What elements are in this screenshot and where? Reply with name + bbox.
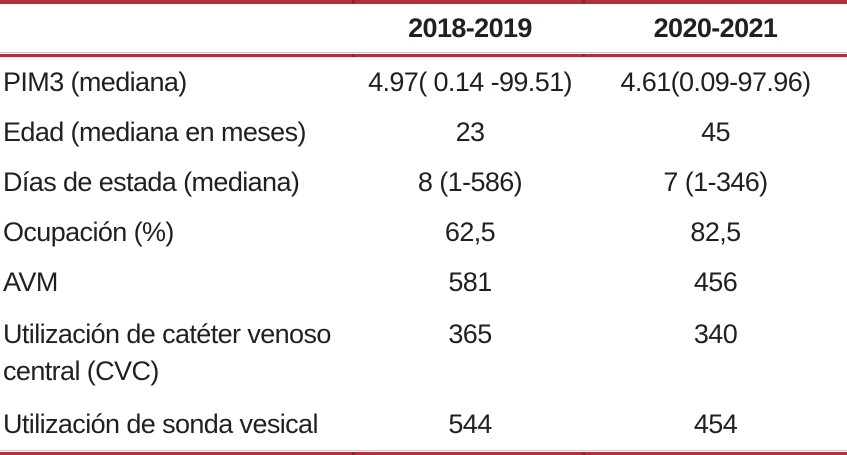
column-boundary-tick xyxy=(582,0,585,4)
row-label: PIM3 (mediana) xyxy=(3,66,187,97)
row-value-2020-2021: 454 xyxy=(693,408,738,439)
row-value-2018-2019: 581 xyxy=(448,266,492,297)
row-value-2020-2021: 82,5 xyxy=(690,216,741,247)
table-row-pim3: PIM3 (mediana) 4.97( 0.14 -99.51) 4.61(0… xyxy=(0,57,847,107)
row-value-2018-2019: 23 xyxy=(455,116,485,147)
row-label: AVM xyxy=(3,266,58,297)
column-header-2018-2019: 2018-2019 xyxy=(408,12,532,43)
row-label: Utilización de sonda vesical xyxy=(3,408,318,439)
table-row-avm: AVM 581 456 xyxy=(0,257,847,307)
header-separator-rule xyxy=(0,52,847,57)
row-value-2018-2019: 365 xyxy=(448,319,492,349)
column-header-2020-2021: 2020-2021 xyxy=(653,12,778,43)
table-row-sonda-vesical: Utilización de sonda vesical 544 454 xyxy=(0,398,847,450)
column-boundary-tick xyxy=(352,0,355,4)
row-value-2018-2019: 4.97( 0.14 -99.51) xyxy=(368,66,572,97)
row-label: Ocupación (%) xyxy=(3,216,174,247)
table-header-row: 2018-2019 2020-2021 xyxy=(0,4,847,52)
top-rule xyxy=(0,0,847,4)
column-boundary-tick xyxy=(352,452,355,455)
bottom-rule xyxy=(0,450,847,455)
table-row-edad: Edad (mediana en meses) 23 45 xyxy=(0,107,847,157)
column-boundary-tick xyxy=(582,54,585,57)
row-value-2018-2019: 8 (1-586) xyxy=(417,166,523,197)
row-label: Días de estada (mediana) xyxy=(3,166,300,197)
row-value-2018-2019: 62,5 xyxy=(444,216,496,247)
row-value-2020-2021: 340 xyxy=(693,319,738,349)
row-value-2020-2021: 456 xyxy=(693,266,738,297)
table-row-cvc: Utilización de catéter venoso central (C… xyxy=(0,307,847,398)
row-value-2020-2021: 45 xyxy=(701,116,730,147)
row-value-2020-2021: 7 (1-346) xyxy=(663,166,768,197)
column-boundary-tick xyxy=(582,452,585,455)
table-row-dias-estada: Días de estada (mediana) 8 (1-586) 7 (1-… xyxy=(0,157,847,207)
row-value-2018-2019: 544 xyxy=(448,408,492,439)
row-value-2020-2021: 4.61(0.09-97.96) xyxy=(620,66,811,97)
column-boundary-tick xyxy=(352,54,355,57)
row-label: Utilización de catéter venoso central (C… xyxy=(3,319,331,386)
row-label: Edad (mediana en meses) xyxy=(3,116,306,147)
table-row-ocupacion: Ocupación (%) 62,5 82,5 xyxy=(0,207,847,257)
